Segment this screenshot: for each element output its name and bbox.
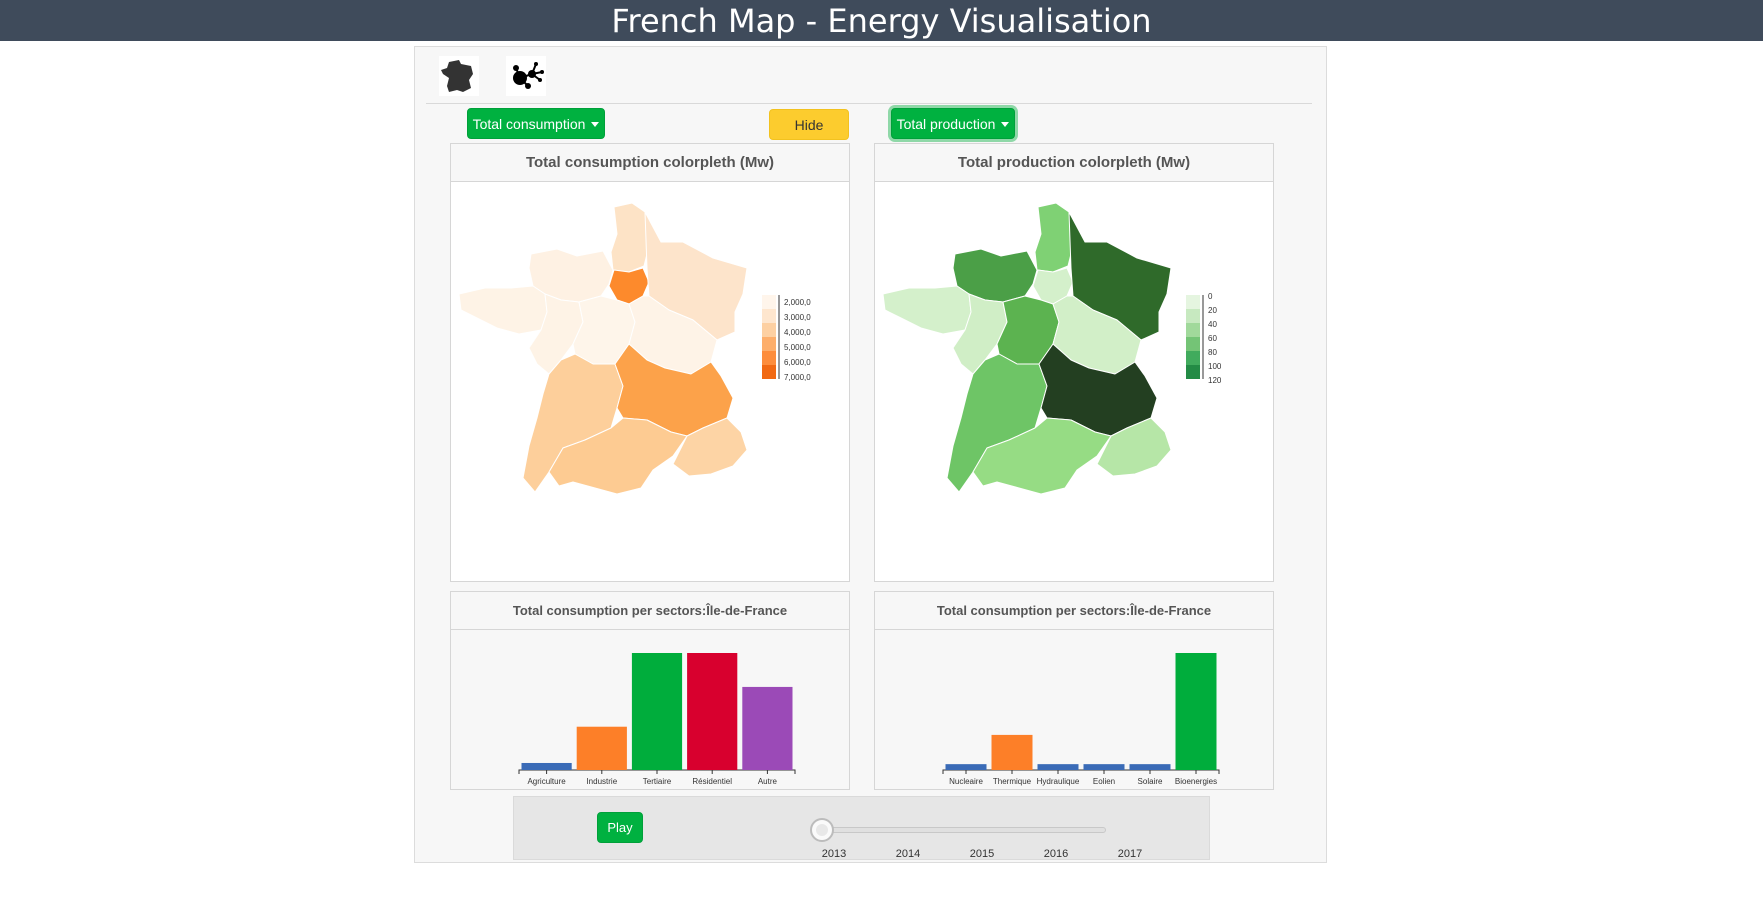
x-tick-label: Bioenergies — [1175, 777, 1217, 786]
legend-tick: 2,000,0 — [784, 298, 811, 307]
region-bretagne[interactable] — [458, 285, 548, 335]
x-axis — [942, 769, 1220, 774]
consumption-sectors-chart: Agriculture Industrie Tertiaire Résidentiel… — [518, 653, 796, 786]
year-tick: 2013 — [821, 848, 847, 860]
consumption-choropleth: 2,000,0 3,000,0 4,000,0 5,000,0 6,000,0 … — [458, 202, 811, 495]
bar-hydraulique[interactable] — [1037, 764, 1079, 770]
legend-tick: 6,000,0 — [784, 358, 811, 367]
legend-tick: 0 — [1208, 292, 1213, 301]
x-tick-label: Nucleaire — [949, 777, 983, 786]
consumption-sectors-title: Total consumption per sectors:Île-de-Fra… — [451, 592, 849, 630]
region-hauts-de-france[interactable] — [1034, 202, 1076, 273]
production-map-body: 0 20 40 60 80 100 120 — [875, 182, 1273, 581]
x-tick-label: Agriculture — [527, 777, 566, 786]
bar-agriculture[interactable] — [521, 762, 572, 770]
production-sectors-body: Nucleaire Thermique Hydraulique Eolien Solai… — [875, 630, 1273, 789]
bar-industrie[interactable] — [576, 726, 627, 770]
region-provence-alpes-cote-dazur[interactable] — [1096, 417, 1172, 477]
consumption-map-card: Total consumption colorpleth (Mw) — [450, 143, 850, 582]
bar-autre[interactable] — [742, 686, 793, 770]
x-tick-label: Eolien — [1093, 777, 1115, 786]
year-tick: 2017 — [1117, 848, 1143, 860]
x-tick-label: Autre — [758, 777, 778, 786]
legend-tick: 40 — [1208, 320, 1217, 329]
legend-tick: 7,000,0 — [784, 373, 811, 382]
legend-tick: 100 — [1208, 362, 1222, 371]
bar-tertiaire[interactable] — [631, 653, 683, 770]
bar-résidentiel[interactable] — [687, 653, 738, 770]
region-provence-alpes-cote-dazur[interactable] — [672, 417, 748, 477]
production-sectors-title: Total consumption per sectors:Île-de-Fra… — [875, 592, 1273, 630]
x-tick-label: Résidentiel — [692, 777, 732, 786]
x-tick-label: Thermique — [993, 777, 1032, 786]
bar-bioenergies[interactable] — [1175, 653, 1217, 770]
consumption-dropdown[interactable]: Total consumption — [467, 108, 605, 139]
france-map-icon[interactable] — [439, 56, 479, 96]
region-hauts-de-france[interactable] — [610, 202, 652, 273]
bar-eolien[interactable] — [1083, 764, 1125, 770]
consumption-sectors-card: Total consumption per sectors:Île-de-Fra… — [450, 591, 850, 790]
year-tick: 2014 — [895, 848, 921, 860]
legend-tick: 5,000,0 — [784, 343, 811, 352]
production-legend: 0 20 40 60 80 100 120 — [1186, 292, 1222, 385]
legend-tick: 60 — [1208, 334, 1217, 343]
production-map-card: Total production colorpleth (Mw) — [874, 143, 1274, 582]
year-tick: 2016 — [1043, 848, 1069, 860]
main-panel: Total consumption Hide Total production … — [414, 46, 1327, 863]
bar-thermique[interactable] — [991, 734, 1033, 770]
production-map-title: Total production colorpleth (Mw) — [875, 144, 1273, 182]
bar-solaire[interactable] — [1129, 764, 1171, 770]
legend-tick: 3,000,0 — [784, 313, 811, 322]
production-sectors-chart: Nucleaire Thermique Hydraulique Eolien Solai… — [942, 653, 1220, 786]
region-occitanie[interactable] — [972, 417, 1112, 495]
consumption-map-title: Total consumption colorpleth (Mw) — [451, 144, 849, 182]
consumption-sectors-body: Agriculture Industrie Tertiaire Résidentiel… — [451, 630, 849, 789]
toolbar-divider — [426, 103, 1312, 104]
consumption-map-body: 2,000,0 3,000,0 4,000,0 5,000,0 6,000,0 … — [451, 182, 849, 581]
year-slider-track[interactable] — [820, 827, 1106, 833]
production-sectors-card: Total consumption per sectors:Île-de-Fra… — [874, 591, 1274, 790]
app-header: French Map - Energy Visualisation — [0, 0, 1763, 41]
hide-button-label: Hide — [794, 116, 824, 133]
production-choropleth: 0 20 40 60 80 100 120 — [882, 202, 1222, 495]
legend-tick: 120 — [1208, 376, 1222, 385]
consumption-dropdown-label: Total consumption — [472, 115, 586, 132]
legend-tick: 4,000,0 — [784, 328, 811, 337]
region-occitanie[interactable] — [548, 417, 688, 495]
consumption-legend: 2,000,0 3,000,0 4,000,0 5,000,0 6,000,0 … — [762, 295, 811, 382]
x-tick-label: Hydraulique — [1037, 777, 1080, 786]
chevron-down-icon — [591, 122, 600, 127]
year-tick: 2015 — [969, 848, 995, 860]
year-slider-handle[interactable] — [810, 818, 834, 842]
x-tick-label: Industrie — [586, 777, 617, 786]
x-tick-label: Tertiaire — [643, 777, 672, 786]
legend-tick: 20 — [1208, 306, 1217, 315]
production-dropdown-label: Total production — [896, 115, 996, 132]
timeline-player: Play 2013 2014 2015 2016 2017 — [513, 796, 1210, 860]
bar-nucleaire[interactable] — [945, 764, 987, 770]
play-button-label: Play — [607, 820, 633, 835]
play-button[interactable]: Play — [597, 812, 643, 843]
production-dropdown[interactable]: Total production — [891, 108, 1015, 139]
legend-tick: 80 — [1208, 348, 1217, 357]
page-title: French Map - Energy Visualisation — [611, 1, 1152, 40]
x-tick-label: Solaire — [1138, 777, 1163, 786]
chevron-down-icon — [1001, 122, 1010, 127]
region-bretagne[interactable] — [882, 285, 972, 335]
network-graph-icon[interactable] — [506, 56, 546, 96]
hide-button[interactable]: Hide — [769, 109, 849, 140]
